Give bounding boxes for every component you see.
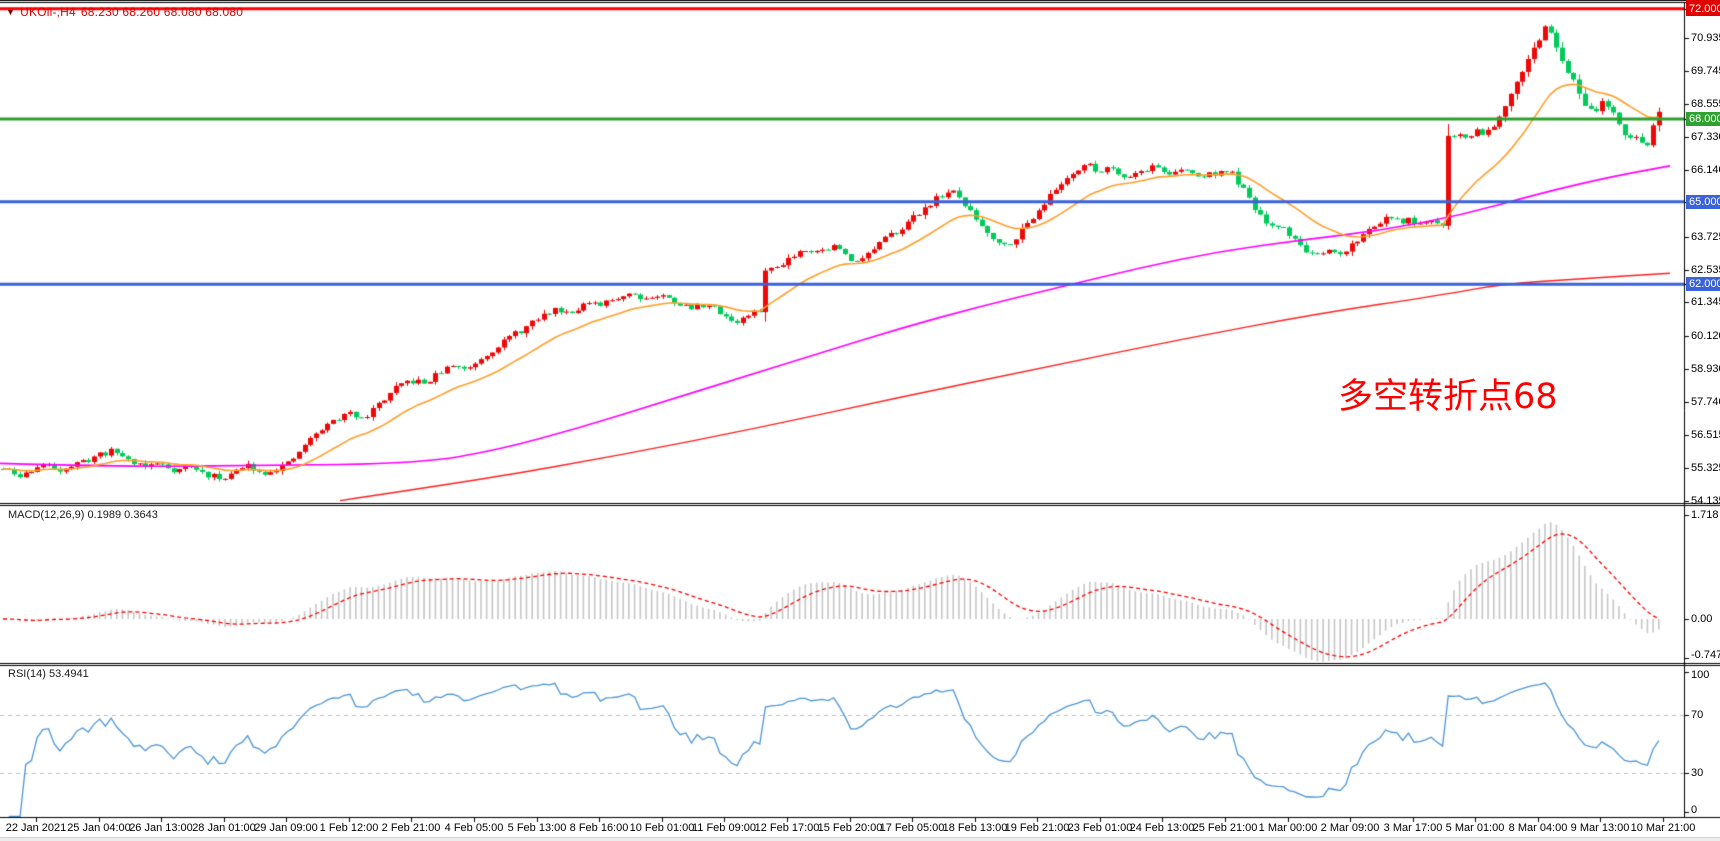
time-axis-label: 17 Feb 05:00 <box>879 822 945 834</box>
rsi-indicator-label: RSI(14) 53.4941 <box>8 668 89 680</box>
axis-tick-label: 0.00 <box>1691 613 1713 625</box>
symbol-quote[interactable]: ▼ UKOil-,H4 68.230 68.260 68.080 68.080 <box>6 5 243 19</box>
axis-tick-label: 60.120 <box>1691 330 1720 342</box>
time-axis-label: 1 Mar 00:00 <box>1258 822 1318 834</box>
axis-tick-label: 66.140 <box>1691 164 1720 176</box>
time-axis-label: 5 Feb 13:00 <box>507 822 567 834</box>
axis-tick-label: 67.330 <box>1691 131 1720 143</box>
axis-tick-label: 54.135 <box>1691 495 1720 507</box>
axis-tick-label: 61.345 <box>1691 296 1720 308</box>
chart-annotation[interactable]: 多空转折点68 <box>1338 377 1558 417</box>
axis-tick-label: 70 <box>1691 709 1704 721</box>
rsi-value: 53.4941 <box>48 668 89 680</box>
time-axis-label: 28 Jan 01:00 <box>192 822 256 834</box>
symbol-dropdown-icon[interactable]: ▼ <box>6 7 16 17</box>
axis-tick-label: 100 <box>1691 669 1710 681</box>
axis-tick-label: 56.515 <box>1691 429 1720 441</box>
time-axis-label: 15 Feb 20:00 <box>817 822 883 834</box>
time-axis-label: 25 Jan 04:00 <box>67 822 131 834</box>
axis-tick-label: 1.718 <box>1691 509 1719 521</box>
time-axis-label: 18 Feb 13:00 <box>942 822 1008 834</box>
time-axis-label: 10 Mar 21:00 <box>1630 822 1696 834</box>
macd-title: MACD(12,26,9) <box>8 509 85 521</box>
time-axis-label: 10 Feb 01:00 <box>629 822 695 834</box>
price-level-badge: 65.000 <box>1686 195 1720 209</box>
time-axis-label: 25 Feb 21:00 <box>1192 822 1258 834</box>
time-axis-label: 8 Feb 16:00 <box>569 822 629 834</box>
axis-tick-label: 62.535 <box>1691 264 1720 276</box>
axis-tick-label: 68.555 <box>1691 98 1720 110</box>
axis-tick-label: -0.7475 <box>1691 649 1720 661</box>
symbol-name: UKOil-,H4 <box>20 5 76 19</box>
rsi-title: RSI(14) <box>8 668 46 680</box>
axis-tick-label: 57.740 <box>1691 396 1720 408</box>
axis-tick-label: 58.930 <box>1691 363 1720 375</box>
time-axis-label: 5 Mar 01:00 <box>1445 822 1505 834</box>
time-axis-label: 11 Feb 09:00 <box>691 822 757 834</box>
time-axis-label: 22 Jan 2021 <box>5 822 67 834</box>
time-axis-label: 1 Feb 12:00 <box>319 822 379 834</box>
window-bottom-strip <box>0 837 1720 841</box>
time-axis-label: 19 Feb 21:00 <box>1004 822 1070 834</box>
time-axis-label: 23 Feb 01:00 <box>1067 822 1133 834</box>
time-axis-label: 24 Feb 13:00 <box>1129 822 1195 834</box>
axis-tick-label: 55.325 <box>1691 462 1720 474</box>
time-axis-label: 3 Mar 17:00 <box>1383 822 1443 834</box>
macd-values: 0.1989 0.3643 <box>87 509 158 521</box>
time-axis-label: 4 Feb 05:00 <box>444 822 504 834</box>
axis-tick-label: 70.935 <box>1691 32 1720 44</box>
time-axis-label: 12 Feb 17:00 <box>754 822 820 834</box>
axis-tick-label: 69.745 <box>1691 65 1720 77</box>
time-axis-label: 29 Jan 09:00 <box>254 822 318 834</box>
time-axis-label: 8 Mar 04:00 <box>1508 822 1568 834</box>
time-axis-label: 26 Jan 13:00 <box>129 822 193 834</box>
time-axis-label: 2 Mar 09:00 <box>1320 822 1380 834</box>
price-level-badge: 68.000 <box>1686 112 1720 126</box>
clipped-price-badge <box>1686 0 1720 3</box>
price-level-badge: 62.000 <box>1686 277 1720 291</box>
symbol-ohlc-values: 68.230 68.260 68.080 68.080 <box>80 5 244 19</box>
time-axis-label: 9 Mar 13:00 <box>1570 822 1630 834</box>
macd-indicator-label: MACD(12,26,9) 0.1989 0.3643 <box>8 509 158 521</box>
price-level-badge: 72.000 <box>1686 2 1720 16</box>
axis-tick-label: 0 <box>1691 804 1698 816</box>
time-axis-label: 2 Feb 21:00 <box>381 822 441 834</box>
axis-tick-label: 63.725 <box>1691 231 1720 243</box>
axis-tick-label: 30 <box>1691 767 1704 779</box>
